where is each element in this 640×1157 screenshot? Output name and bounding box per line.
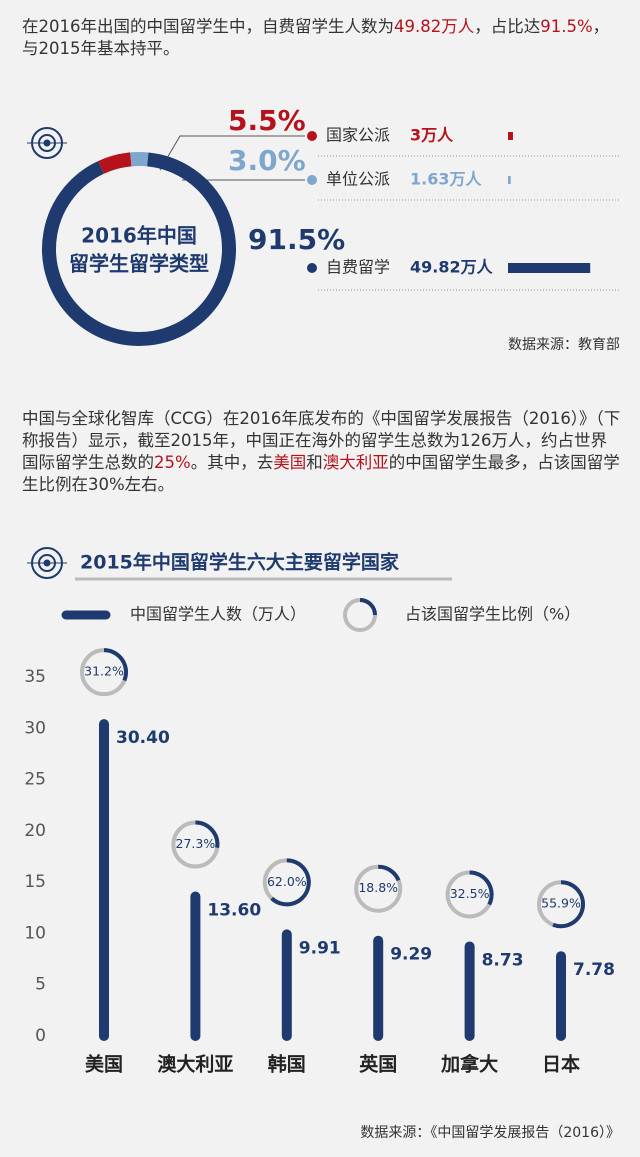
count-bar [508, 263, 591, 273]
separators [318, 155, 620, 291]
value-label: 9.29 [390, 945, 432, 965]
y-tick-label: 5 [35, 975, 46, 995]
ring-label: 32.5% [450, 886, 490, 901]
category-label: 自费留学 [326, 258, 390, 277]
percent-label: 3.0% [228, 144, 306, 177]
value-label: 7.78 [573, 960, 615, 980]
value-label: 8.73 [482, 950, 524, 970]
y-tick-label: 15 [24, 872, 46, 892]
ring-arc [378, 864, 401, 882]
legend-ring-icon [359, 598, 377, 616]
target-icon [27, 547, 67, 579]
legend-label: 占该国留学生比例（%） [405, 605, 580, 624]
text: 和 [306, 453, 323, 472]
chart-title: 2015年中国留学生六大主要留学国家 [80, 551, 400, 574]
legend-label: 中国留学生人数（万人） [130, 605, 306, 624]
count-bar [508, 176, 511, 184]
text: 在2016年出国的中国留学生中，自费留学生人数为 [22, 17, 394, 36]
donut-title: 留学生留学类型 [69, 252, 209, 276]
y-tick-label: 25 [24, 770, 46, 790]
text: ，与2015年基本持平。 [22, 17, 610, 58]
ring-label: 55.9% [541, 896, 581, 911]
y-tick-label: 20 [24, 821, 46, 841]
percent-label: 91.5% [248, 223, 345, 256]
y-tick-label: 0 [35, 1026, 46, 1046]
percent-label: 5.5% [228, 104, 306, 137]
ring-label: 31.2% [84, 664, 124, 679]
source: 数据来源：《中国留学发展报告（2016）》 [360, 1125, 620, 1141]
y-tick-label: 30 [24, 718, 46, 738]
donut-title: 2016年中国 [81, 224, 197, 248]
legend-dot [307, 175, 317, 185]
y-tick-label: 35 [24, 667, 46, 687]
x-tick-label: 英国 [359, 1053, 397, 1076]
highlight: 25% [154, 453, 191, 472]
text: 。其中，去 [190, 453, 274, 472]
body-text: 中国与全球化智库（CCG）在2016年底发布的《中国留学发展报告（2016）》（… [22, 408, 622, 496]
intro-text: 在2016年出国的中国留学生中，自费留学生人数为49.82万人，占比达91.5%… [22, 16, 622, 60]
highlight: 澳大利亚 [322, 453, 389, 472]
count-label: 3万人 [410, 126, 454, 145]
text: 中国与全球化智库（CCG）在2016年底发布的《中国留学发展报告（2016）》（… [22, 409, 621, 472]
text: ，占比达 [474, 17, 541, 36]
source: 数据来源：教育部 [508, 337, 620, 353]
highlight: 49.82万人 [394, 17, 475, 36]
count-bar [508, 132, 513, 140]
text: 的中国留学生最多，占该国留学生比例在30%左右。 [22, 453, 620, 494]
x-tick-label: 美国 [85, 1053, 123, 1076]
ring-arc [103, 648, 128, 682]
legend-dot [307, 131, 317, 141]
ring-arc [552, 880, 585, 929]
highlight: 美国 [273, 453, 307, 472]
ring-label: 18.8% [358, 880, 398, 895]
ring-label: 27.3% [176, 836, 216, 851]
category-label: 国家公派 [326, 126, 390, 145]
value-label: 9.91 [299, 938, 341, 958]
count-label: 49.82万人 [410, 258, 494, 277]
category-label: 单位公派 [326, 170, 390, 189]
ring-label: 62.0% [267, 874, 307, 889]
ring-arc [195, 820, 220, 848]
value-label: 13.60 [207, 901, 261, 921]
x-tick-label: 韩国 [268, 1053, 306, 1076]
ring-arc [270, 858, 311, 907]
x-tick-label: 日本 [542, 1053, 580, 1076]
donut-segment [42, 152, 236, 346]
legend-dot [307, 263, 317, 273]
x-tick-label: 澳大利亚 [157, 1053, 233, 1076]
y-tick-label: 10 [24, 923, 46, 943]
value-label: 30.40 [116, 728, 170, 748]
x-tick-label: 加拿大 [440, 1053, 498, 1076]
highlight: 91.5% [540, 17, 593, 36]
donut-segment [98, 152, 132, 174]
count-label: 1.63万人 [410, 170, 482, 189]
target-icon [27, 127, 67, 159]
ring-arc [469, 870, 494, 906]
